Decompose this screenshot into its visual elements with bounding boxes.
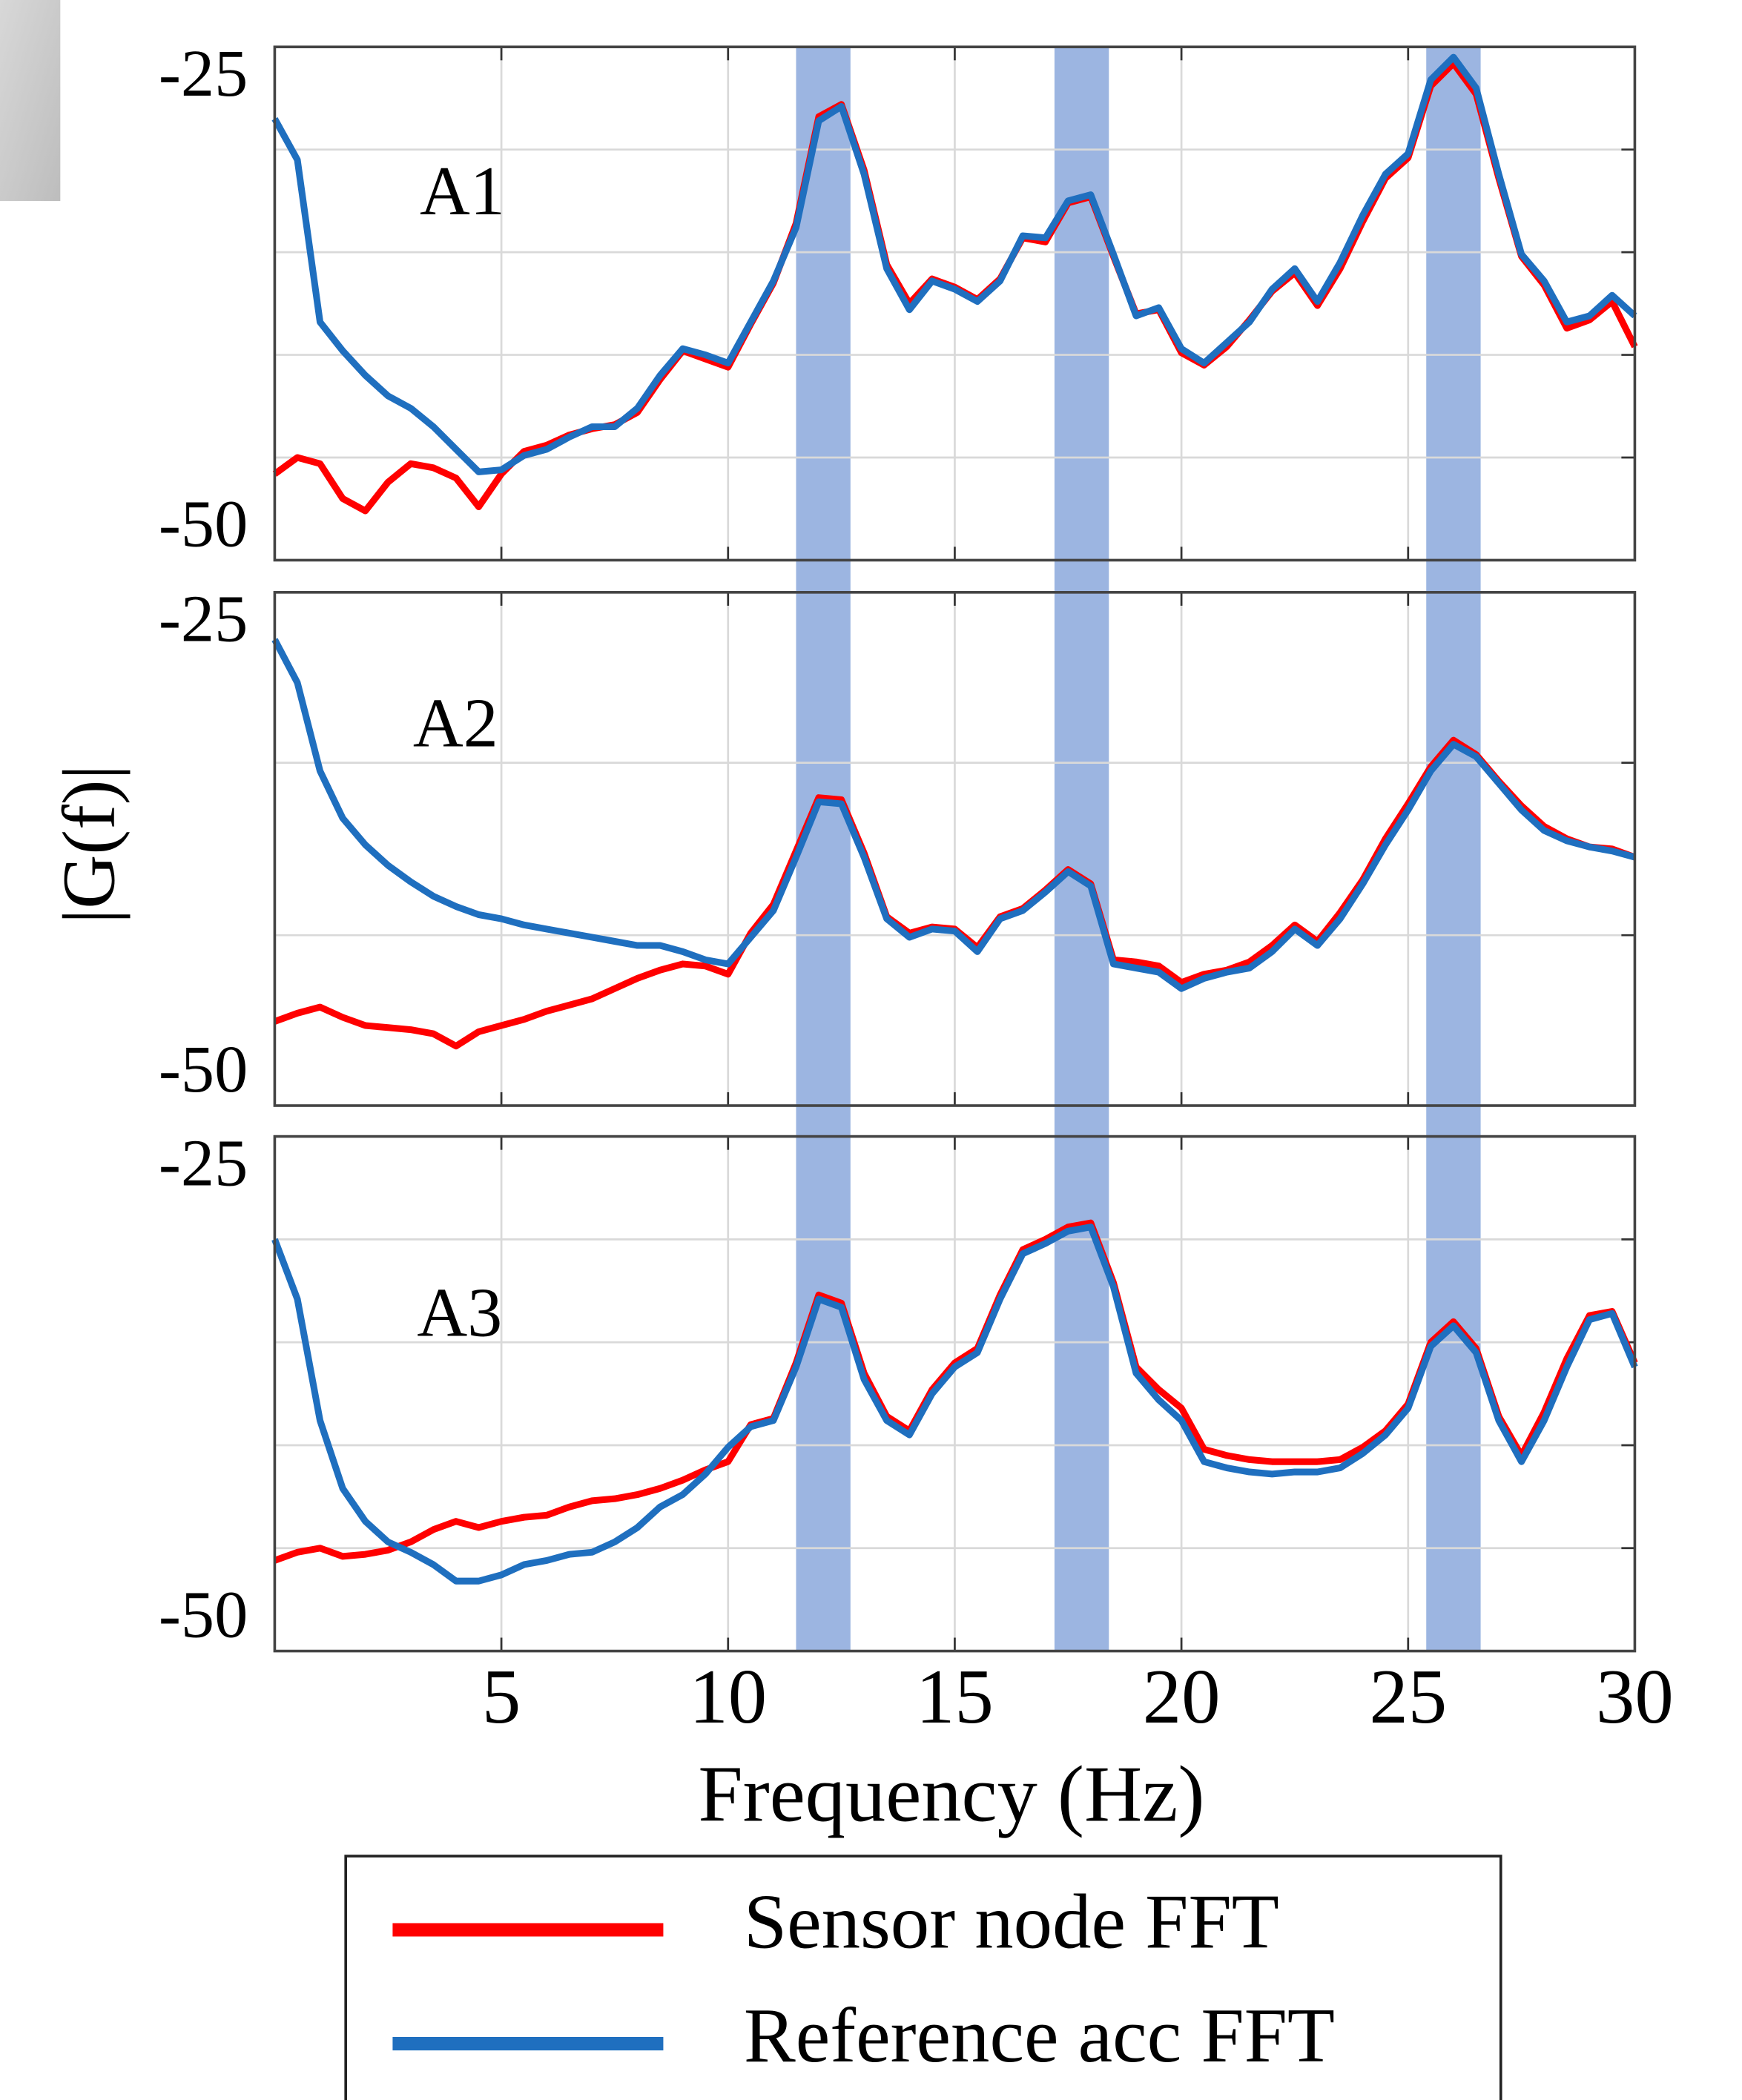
- y-tick-label: -25: [159, 1125, 248, 1200]
- panel-label: A2: [413, 685, 498, 762]
- x-tick-label: 10: [689, 1654, 767, 1740]
- x-tick-label: 15: [916, 1654, 994, 1740]
- series-line: [271, 1224, 1638, 1585]
- series-line: [271, 53, 1637, 475]
- legend-box: [344, 1855, 1502, 2100]
- x-tick-label: 20: [1143, 1654, 1221, 1740]
- legend-label: Reference acc FFT: [744, 1992, 1335, 2078]
- x-axis-label: Frequency (Hz): [698, 1750, 1204, 1839]
- y-tick-label: -50: [159, 1031, 248, 1106]
- corner-artifact: [0, 0, 61, 202]
- highlight-band: [1054, 47, 1109, 1651]
- y-tick-label: -25: [159, 581, 248, 656]
- panel-frame: [273, 1135, 1637, 1653]
- panel-label: A1: [420, 153, 505, 230]
- panel-frame: [273, 591, 1637, 1107]
- series-line: [271, 638, 1636, 992]
- highlight-band: [796, 47, 851, 1651]
- x-tick-label: 5: [482, 1654, 521, 1740]
- highlight-band: [1426, 47, 1481, 1651]
- y-tick-label: -25: [159, 36, 248, 110]
- x-tick-label: 25: [1369, 1654, 1447, 1740]
- legend-label: Sensor node FFT: [744, 1879, 1279, 1965]
- y-tick-label: -50: [159, 1577, 248, 1652]
- y-tick-label: -50: [159, 486, 248, 561]
- y-axis-label: |G(f)|: [47, 765, 130, 924]
- x-tick-label: 30: [1596, 1654, 1674, 1740]
- panel-label: A3: [417, 1275, 502, 1352]
- panel-frame: [273, 45, 1637, 562]
